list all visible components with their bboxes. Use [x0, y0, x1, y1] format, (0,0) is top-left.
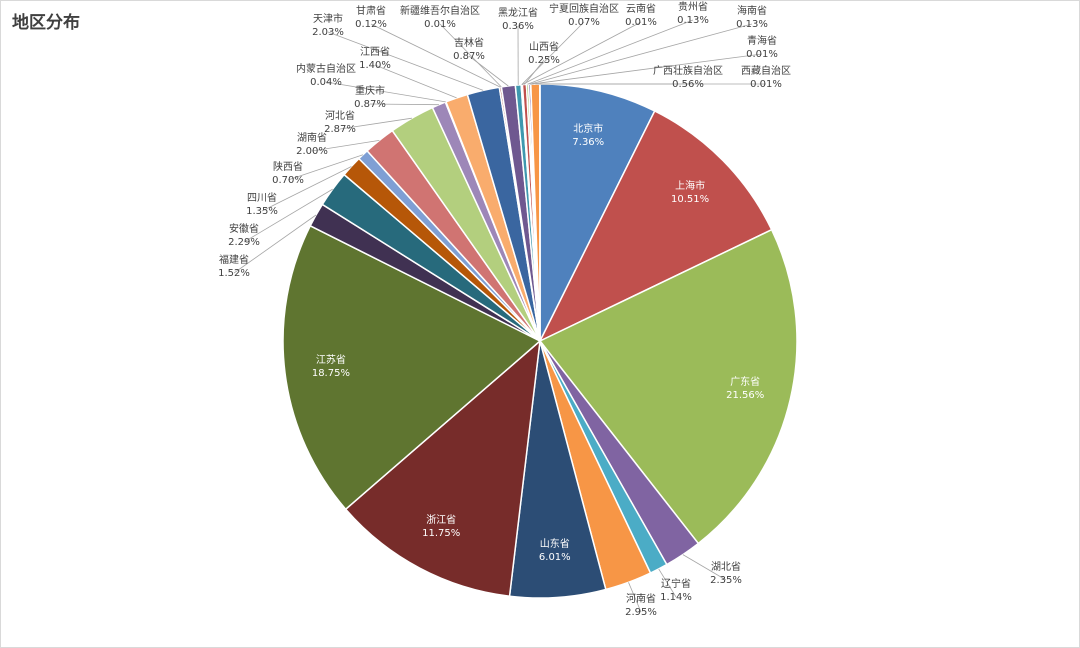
slice-label-13: 湖南省 2.00%: [296, 131, 328, 157]
slice-label-28: 青海省 0.01%: [746, 34, 778, 60]
slice-label-8: 江苏省 18.75%: [312, 353, 350, 379]
leader-line-5: [628, 582, 642, 613]
slice-label-12: 陕西省 0.70%: [272, 160, 304, 186]
slice-label-27: 海南省 0.13%: [736, 4, 768, 30]
slice-label-1: 上海市 10.51%: [671, 179, 709, 205]
leader-line-14: [339, 117, 412, 130]
leader-line-17: [374, 64, 457, 99]
slice-label-21: 吉林省 0.87%: [453, 36, 485, 62]
leader-line-13: [311, 140, 380, 152]
leader-line-21: [468, 55, 509, 87]
slice-label-9: 福建省 1.52%: [218, 253, 250, 279]
slice-label-20: 新疆维吾尔自治区 0.01%: [400, 4, 480, 30]
slice-label-23: 宁夏回族自治区 0.07%: [549, 2, 619, 28]
leader-line-16: [325, 81, 446, 103]
slice-label-6: 山东省 6.01%: [539, 537, 571, 563]
slice-label-14: 河北省 2.87%: [324, 109, 356, 135]
slice-label-3: 湖北省 2.35%: [710, 560, 742, 586]
slice-label-17: 江西省 1.40%: [359, 45, 391, 71]
pie-slice-8: [282, 224, 542, 511]
leader-line-20: [439, 23, 502, 88]
slice-label-30: 西藏自治区 0.01%: [741, 64, 791, 90]
slice-label-4: 辽宁省 1.14%: [660, 577, 692, 603]
leader-line-28: [530, 53, 763, 85]
slice-label-24: 云南省 0.01%: [625, 2, 657, 28]
leader-line-26: [527, 19, 694, 85]
slice-label-29: 广西壮族自治区 0.56%: [653, 64, 723, 90]
pie-slices: [282, 83, 798, 599]
leader-line-25: [524, 59, 545, 85]
leader-line-27: [529, 23, 753, 85]
slice-label-0: 北京市 7.36%: [572, 122, 604, 148]
leader-line-24: [522, 21, 642, 85]
slice-label-19: 甘肃省 0.12%: [355, 4, 387, 30]
leader-line-12: [287, 154, 364, 181]
chart-title: 地区分布: [12, 13, 80, 33]
leader-line-19: [370, 23, 501, 88]
slice-label-11: 四川省 1.35%: [246, 191, 278, 217]
slice-label-15: 重庆市 0.87%: [354, 84, 386, 110]
slice-label-2: 广东省 21.56%: [726, 375, 764, 401]
leader-line-4: [658, 568, 677, 598]
slice-label-5: 河南省 2.95%: [625, 592, 657, 618]
leader-line-15: [369, 103, 439, 106]
slice-label-25: 山西省 0.25%: [528, 40, 560, 66]
slice-label-18: 天津市 2.03%: [312, 12, 344, 38]
slice-label-10: 安徽省 2.29%: [228, 222, 260, 248]
slice-label-16: 内蒙古自治区 0.04%: [296, 62, 356, 88]
slice-label-22: 黑龙江省 0.36%: [498, 6, 538, 32]
pie-slice-7: [344, 339, 541, 598]
slice-label-26: 贵州省 0.13%: [677, 0, 709, 26]
leader-lines: [233, 19, 766, 613]
pie-slice-1: [538, 109, 773, 343]
leader-line-23: [521, 21, 585, 85]
leader-line-18: [327, 31, 484, 91]
slice-label-7: 浙江省 11.75%: [422, 513, 460, 539]
leader-line-10: [243, 188, 333, 243]
pie-slice-2: [538, 228, 798, 545]
slice-labels: 北京市 7.36% 上海市 10.51% 广东省 21.56% 湖北省 2.35% 辽宁省 1.1…: [218, 0, 791, 618]
leader-line-9: [233, 214, 317, 274]
leader-line-11: [261, 166, 352, 212]
leader-line-3: [682, 554, 727, 581]
